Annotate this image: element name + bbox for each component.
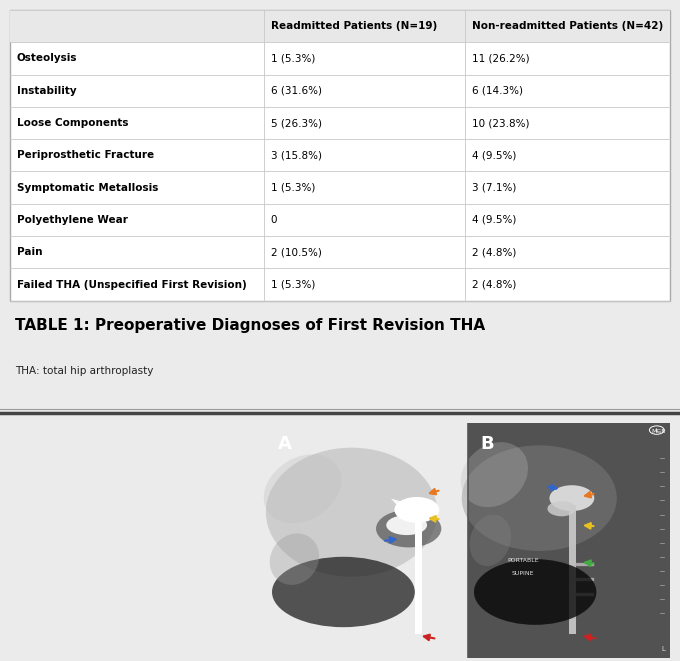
- Text: Readmitted Patients (N=19): Readmitted Patients (N=19): [271, 21, 437, 31]
- Text: L: L: [656, 428, 658, 432]
- Text: 2 (4.8%): 2 (4.8%): [472, 280, 516, 290]
- Text: 1 (5.3%): 1 (5.3%): [271, 182, 315, 192]
- Ellipse shape: [462, 446, 617, 551]
- Text: 4 (9.5%): 4 (9.5%): [472, 150, 516, 161]
- Text: THA: total hip arthroplasty: THA: total hip arthroplasty: [16, 366, 154, 376]
- Text: Failed THA (Unspecified First Revision): Failed THA (Unspecified First Revision): [17, 280, 247, 290]
- Text: Loose Components: Loose Components: [17, 118, 129, 128]
- Text: 4 (9.5%): 4 (9.5%): [472, 215, 516, 225]
- Text: 6 (14.3%): 6 (14.3%): [472, 86, 523, 96]
- Ellipse shape: [270, 533, 319, 585]
- Text: Osteolysis: Osteolysis: [17, 54, 78, 63]
- Text: 1 (5.3%): 1 (5.3%): [271, 54, 315, 63]
- Text: Polyethylene Wear: Polyethylene Wear: [17, 215, 128, 225]
- Text: 2 (10.5%): 2 (10.5%): [271, 247, 322, 257]
- Bar: [468, 423, 670, 658]
- Bar: [576, 578, 594, 581]
- Circle shape: [376, 510, 441, 547]
- Text: 10 (23.8%): 10 (23.8%): [472, 118, 530, 128]
- Ellipse shape: [272, 557, 415, 627]
- Bar: [576, 563, 594, 566]
- Ellipse shape: [386, 515, 427, 535]
- Text: 3 (15.8%): 3 (15.8%): [271, 150, 322, 161]
- Text: 11 (26.2%): 11 (26.2%): [472, 54, 530, 63]
- Text: SUPINE: SUPINE: [511, 570, 534, 576]
- Bar: [415, 510, 422, 635]
- Circle shape: [549, 485, 594, 511]
- Bar: [576, 593, 594, 596]
- Bar: [10, 10, 670, 42]
- Text: 2 (4.8%): 2 (4.8%): [472, 247, 516, 257]
- Text: B: B: [480, 435, 494, 453]
- Ellipse shape: [266, 447, 437, 577]
- Ellipse shape: [264, 454, 341, 523]
- Ellipse shape: [547, 501, 576, 516]
- Text: Pain: Pain: [17, 247, 42, 257]
- Text: 1 (5.3%): 1 (5.3%): [271, 280, 315, 290]
- Text: A: A: [278, 435, 292, 453]
- Text: 0: 0: [271, 215, 277, 225]
- Text: 6 (31.6%): 6 (31.6%): [271, 86, 322, 96]
- Text: PORTABLE: PORTABLE: [507, 558, 539, 563]
- Text: L: L: [662, 646, 666, 652]
- Ellipse shape: [470, 515, 511, 566]
- Text: 5 (26.3%): 5 (26.3%): [271, 118, 322, 128]
- Circle shape: [394, 497, 439, 523]
- Ellipse shape: [474, 559, 596, 625]
- Text: Non-readmitted Patients (N=42): Non-readmitted Patients (N=42): [472, 21, 663, 31]
- Text: MGB: MGB: [651, 429, 666, 434]
- Text: 3 (7.1%): 3 (7.1%): [472, 182, 516, 192]
- Text: Instability: Instability: [17, 86, 76, 96]
- Text: Symptomatic Metallosis: Symptomatic Metallosis: [17, 182, 158, 192]
- Text: TABLE 1: Preoperative Diagnoses of First Revision THA: TABLE 1: Preoperative Diagnoses of First…: [16, 319, 486, 333]
- Ellipse shape: [461, 442, 528, 507]
- FancyArrow shape: [391, 498, 417, 513]
- Bar: [568, 505, 576, 635]
- Text: Periprosthetic Fracture: Periprosthetic Fracture: [17, 150, 154, 161]
